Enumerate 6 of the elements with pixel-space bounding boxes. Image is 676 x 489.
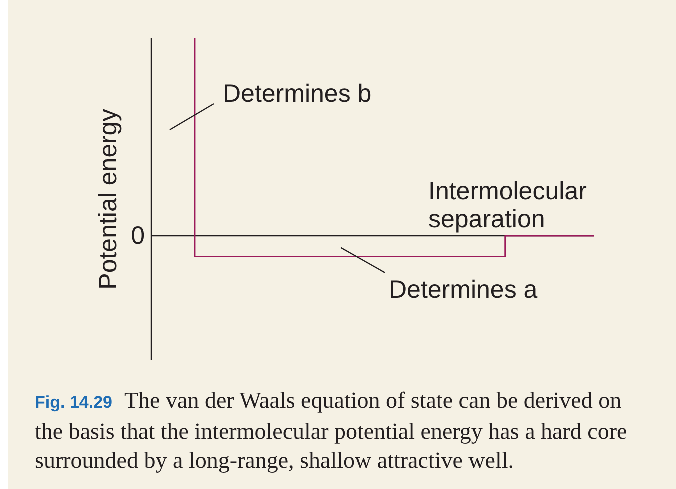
annotation: Determines a [389, 276, 538, 304]
x-axis-title: Intermolecular separation [428, 178, 587, 234]
ref-line-label: 0 [131, 222, 145, 250]
caption: Fig. 14.29 The van der Waals equation of state can be derived on the basis that the intermolecular potential energy has a hard core surrounded by a long-range, shallow attractive well. [35, 387, 628, 475]
annotation: Determines b [223, 80, 372, 108]
y-axis-title: Potential energy [94, 108, 122, 290]
